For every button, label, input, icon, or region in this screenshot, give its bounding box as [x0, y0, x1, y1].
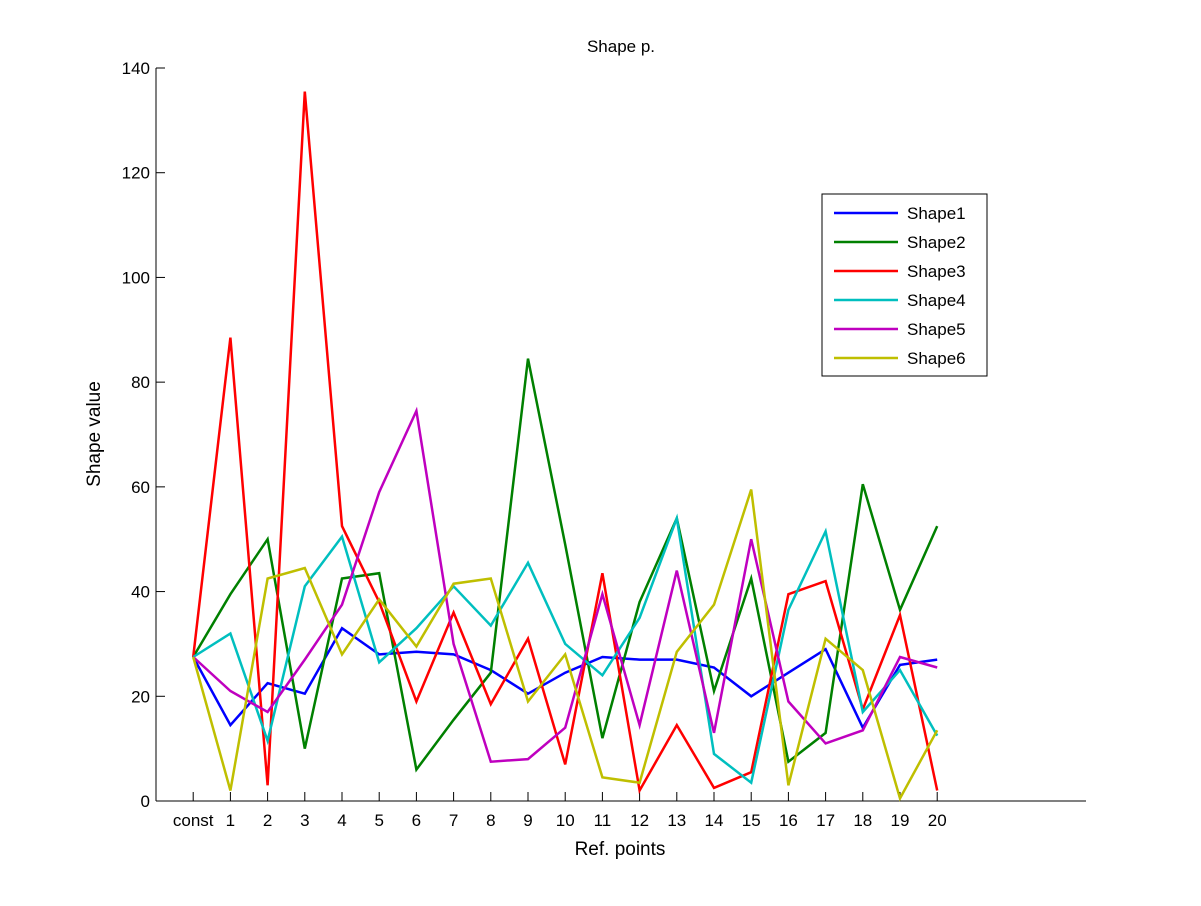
y-tick-label: 100 [122, 268, 150, 287]
series-line-shape5 [192, 406, 938, 764]
x-tick-label: 4 [337, 811, 346, 830]
series-line-shape1 [192, 626, 938, 731]
x-tick-label: 5 [374, 811, 383, 830]
x-tick-label: 1 [226, 811, 235, 830]
legend-label: Shape4 [907, 291, 966, 310]
y-tick-label: 120 [122, 164, 150, 183]
x-tick-label: 12 [630, 811, 649, 830]
chart-title: Shape p. [587, 37, 655, 56]
series-line-shape2 [192, 358, 939, 773]
x-tick-label: 10 [556, 811, 575, 830]
series-lines [191, 91, 939, 802]
legend-label: Shape2 [907, 233, 966, 252]
x-tick-label: 2 [263, 811, 272, 830]
y-tick-label: 140 [122, 59, 150, 78]
legend-label: Shape6 [907, 349, 966, 368]
x-tick-label: 20 [928, 811, 947, 830]
x-tick-label: 18 [853, 811, 872, 830]
y-axis-label: Shape value [84, 381, 105, 487]
x-tick-label: 6 [412, 811, 421, 830]
y-tick-label: 80 [131, 373, 150, 392]
x-tick-label: 3 [300, 811, 309, 830]
x-tick-label: 15 [742, 811, 761, 830]
x-tick-label: 13 [667, 811, 686, 830]
legend-box [821, 193, 988, 377]
x-tick-label: 16 [779, 811, 798, 830]
legend: Shape1 Shape2 Shape3 Shape4 Shape5 Shape6 [821, 193, 988, 377]
series-line-shape4 [192, 513, 939, 785]
x-tick-label: 17 [816, 811, 835, 830]
x-tick-label: const [173, 811, 214, 830]
x-axis-label: Ref. points [575, 839, 666, 860]
x-tick-label: 11 [594, 811, 612, 830]
series-line-shape6 [191, 489, 939, 802]
x-tick-label: 8 [486, 811, 495, 830]
y-tick-label: 40 [131, 583, 150, 602]
legend-label: Shape5 [907, 320, 966, 339]
y-tick-label: 60 [131, 478, 150, 497]
x-tick-label: 14 [705, 811, 724, 830]
series-line-shape3 [191, 91, 939, 795]
y-tick-label: 0 [141, 792, 150, 811]
x-tick-label: 9 [523, 811, 532, 830]
y-tick-label: 20 [131, 687, 150, 706]
legend-label: Shape3 [907, 262, 966, 281]
legend-label: Shape1 [907, 204, 966, 223]
x-tick-label: 19 [891, 811, 910, 830]
x-tick-label: 7 [449, 811, 458, 830]
